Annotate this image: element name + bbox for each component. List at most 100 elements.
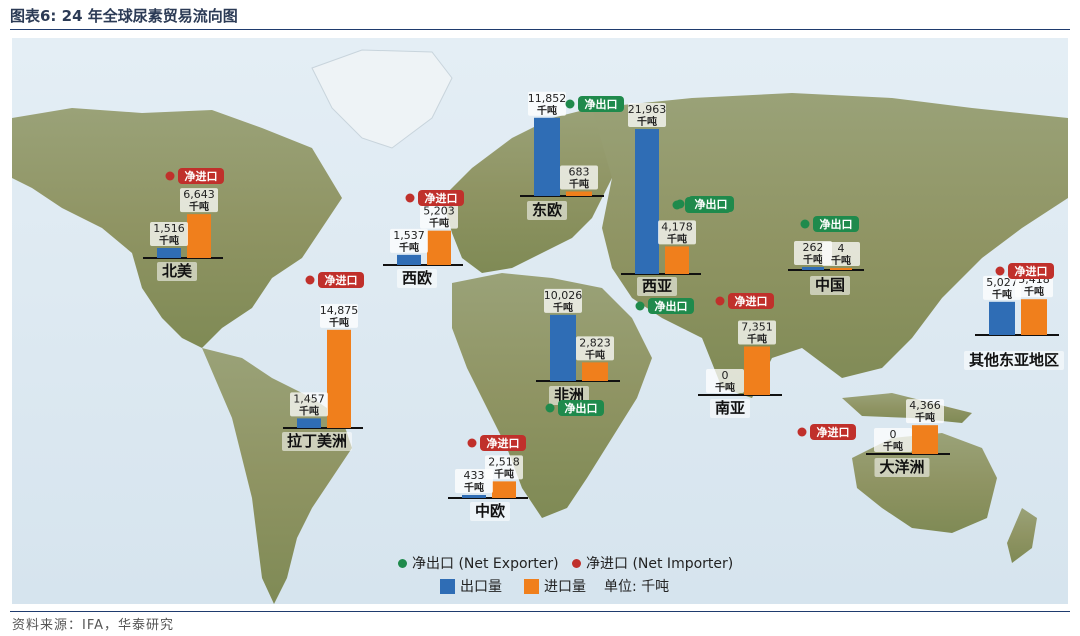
legend-net-importer: 净进口 (Net Importer) [572, 553, 733, 573]
region-0-import-unit-label: 千吨 [189, 200, 209, 213]
region-0-status-text: 净进口 [185, 169, 218, 183]
region-3-status-badge [578, 96, 624, 112]
region-7-export-value-label: 10,026 [544, 289, 583, 302]
region-3-export-value-label: 11,852 [528, 92, 567, 105]
region-1-status-text: 净进口 [425, 191, 458, 205]
region-3-import-value-label: 683 [569, 165, 590, 178]
region-8-import-label-bg [738, 320, 776, 345]
extra-badge-0-status-dot [635, 301, 645, 311]
region-5-status-badge [813, 216, 859, 232]
region-10-import-unit-label: 千吨 [915, 411, 935, 424]
region-0-export-value-label: 1,516 [153, 222, 185, 235]
greenland-landmass [311, 49, 453, 149]
net-importer-legend-dot [572, 558, 581, 568]
region-9-status-badge [480, 435, 526, 451]
region-7-export-unit-label: 千吨 [553, 301, 573, 314]
region-2-export-value-label: 1,457 [293, 392, 325, 405]
region-1-export-bar [397, 254, 421, 265]
region-10-name-label: 大洋洲 [879, 458, 924, 476]
region-6-name-bg [964, 351, 1064, 370]
region-5-import-unit-label: 千吨 [831, 254, 851, 267]
region-6-export-label-bg [983, 275, 1021, 300]
region-3-import-bar [566, 191, 592, 196]
bottom-divider [10, 611, 1070, 612]
legend-import-label: 进口量 [544, 579, 586, 595]
region-5-export-bar [802, 267, 824, 270]
region-7-status-text: 净出口 [565, 401, 598, 415]
region-6-status-text: 净进口 [1015, 264, 1048, 278]
top-divider [10, 29, 1070, 30]
region-10-export-label-bg [874, 428, 912, 452]
legend-net-importer-label: 净进口 (Net Importer) [586, 556, 734, 572]
region-1-export-label-bg [390, 228, 428, 253]
region-3-export-bar [534, 117, 560, 196]
source-note: 资料来源：IFA，华泰研究 [12, 618, 175, 633]
region-5-export-value-label: 262 [803, 241, 824, 254]
region-1-status-badge [418, 190, 464, 206]
region-0-export-bar [157, 247, 181, 258]
region-5-name-bg [810, 276, 850, 295]
region-8-status-dot [715, 296, 725, 306]
region-10-export-unit-label: 千吨 [883, 440, 903, 453]
region-7-name-label: 非洲 [554, 386, 584, 404]
extra-badge-1-status-text: 净出口 [695, 197, 728, 211]
region-9-import-unit-label: 千吨 [494, 467, 514, 480]
region-3-status-text: 净出口 [585, 97, 618, 111]
region-4-export-value-label: 21,963 [628, 103, 667, 116]
region-1-name-bg [397, 269, 437, 288]
region-6-import-unit-label: 千吨 [1024, 285, 1044, 298]
region-0-name-label: 北美 [162, 262, 193, 280]
region-2-import-unit-label: 千吨 [329, 316, 349, 329]
region-0-export-unit-label: 千吨 [159, 234, 179, 247]
region-6-export-value-label: 5,027 [986, 276, 1018, 289]
region-10-import-value-label: 4,366 [909, 399, 941, 412]
region-2-import-label-bg [320, 303, 358, 328]
region-10-name-bg [874, 458, 930, 477]
region-2-name-label: 拉丁美洲 [287, 432, 347, 450]
region-7-import-unit-label: 千吨 [585, 348, 605, 361]
legend-import: 进口量 [524, 576, 586, 596]
region-9-import-value-label: 2,518 [488, 455, 520, 468]
region-3-status-dot [565, 99, 575, 109]
region-9-name-label: 中欧 [475, 502, 505, 520]
extra-badge-0-status-text: 净出口 [655, 299, 688, 313]
region-8-import-unit-label: 千吨 [747, 332, 767, 345]
region-2-name-bg [282, 432, 352, 451]
region-8-status-text: 净进口 [735, 294, 768, 308]
region-7-export-label-bg [544, 288, 582, 313]
region-9-import-bar [492, 481, 516, 498]
region-8-export-label-bg [706, 369, 744, 393]
region-2-export-unit-label: 千吨 [299, 404, 319, 417]
region-10-import-label-bg [906, 399, 944, 424]
region-10-status-badge [810, 424, 856, 440]
region-4-export-unit-label: 千吨 [637, 115, 657, 128]
region-10-import-bar [912, 425, 938, 454]
region-4-name-bg [637, 277, 677, 296]
extra-badge-0-status-badge [648, 298, 694, 314]
legend-net-exporter-label: 净出口 (Net Exporter) [412, 556, 559, 572]
trade-flow-map: 1,516千吨6,643千吨北美净进口1,537千吨5,203千吨西欧净进口1,… [12, 38, 1068, 604]
extra-badge-1-status-dot [675, 199, 685, 209]
region-8-import-bar [744, 346, 770, 395]
region-2-import-value-label: 14,875 [320, 304, 359, 317]
region-1-export-value-label: 1,537 [393, 229, 425, 242]
region-4-export-label-bg [628, 103, 666, 128]
region-1-export-unit-label: 千吨 [399, 241, 419, 254]
import-legend-swatch [524, 578, 539, 594]
export-legend-swatch [440, 578, 455, 594]
region-2-status-text: 净进口 [325, 273, 358, 287]
region-6-export-bar [989, 301, 1015, 335]
region-6-export-unit-label: 千吨 [992, 288, 1012, 301]
region-1-import-value-label: 5,203 [423, 205, 455, 218]
region-4-import-unit-label: 千吨 [667, 232, 687, 245]
region-0-status-badge [178, 168, 224, 184]
legend-unit: 单位: 千吨 [604, 576, 669, 596]
region-5-export-unit-label: 千吨 [803, 253, 823, 266]
region-10-status-dot [797, 427, 807, 437]
region-4-import-value-label: 4,178 [661, 220, 693, 233]
region-8-name-label: 南亚 [715, 399, 745, 417]
region-3-import-label-bg [560, 165, 598, 190]
region-3-import-unit-label: 千吨 [569, 177, 589, 190]
region-3-export-unit-label: 千吨 [537, 104, 557, 117]
region-3-name-bg [527, 201, 567, 220]
